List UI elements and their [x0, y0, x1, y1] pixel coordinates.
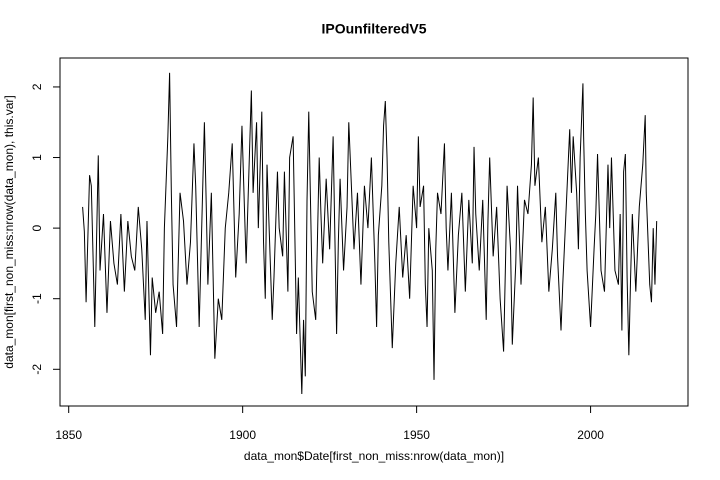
x-tick-label: 1850 — [55, 428, 82, 442]
y-tick-label: 1 — [30, 154, 44, 161]
data-line — [82, 72, 658, 395]
x-tick-label: 1900 — [229, 428, 256, 442]
y-tick-label: 2 — [30, 83, 44, 90]
y-tick-label: -1 — [30, 293, 44, 304]
y-tick-label: 0 — [30, 224, 44, 231]
x-tick-label: 1950 — [403, 428, 430, 442]
x-tick-label: 2000 — [577, 428, 604, 442]
y-axis-title: data_mon[first_non_miss:nrow(data_mon), … — [2, 95, 16, 368]
y-tick-label: -2 — [30, 364, 44, 375]
x-axis-title: data_mon$Date[first_non_miss:nrow(data_m… — [244, 449, 504, 463]
chart-title: IPOunfilteredV5 — [321, 21, 426, 37]
